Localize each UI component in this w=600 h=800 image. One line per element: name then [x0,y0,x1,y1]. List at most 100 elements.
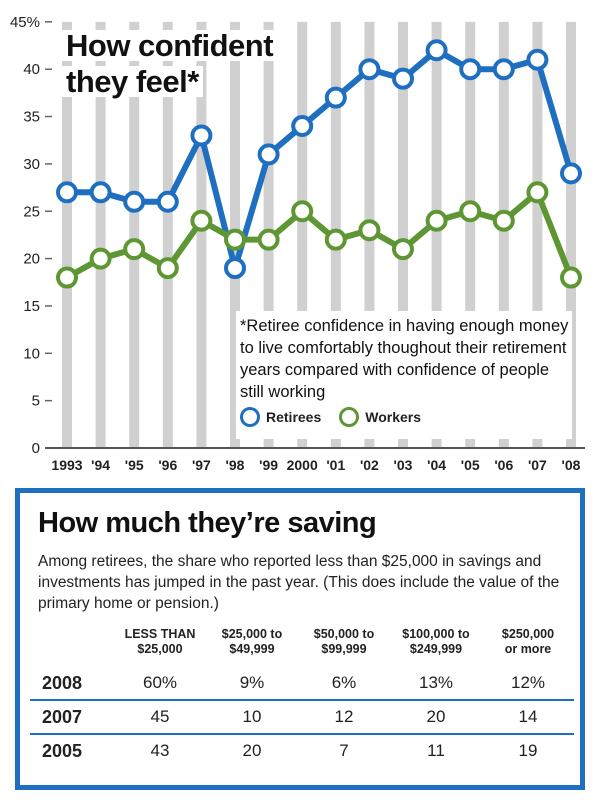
table-cell: 45 [114,699,206,734]
savings-header-cell: $250,000 or more [501,627,555,656]
savings-header-cell: $25,000 to $49,999 [221,627,283,656]
x-tick-labels: 1993 '94 '95 '96 '97 '98 '99 2000 '01 '02 '03 '04 '0… [51,457,580,473]
savings-table: LESS THAN $25,000 $25,000 to $49,999 $50,0… [30,627,574,767]
savings-header-cell: LESS THAN $25,000 [124,627,196,656]
data-point-retirees [156,190,179,213]
chart-title-line-2: they feel* [62,66,203,97]
table-cell: 14 [482,699,574,734]
table-cell: 60% [142,673,178,692]
data-point-retirees [392,67,414,90]
data-point-retirees [425,39,448,62]
series-lines [56,39,582,289]
legend-item-retirees: Retirees [240,407,321,427]
x-tick-label: '96 [158,457,177,473]
y-tick-label: 10 [23,345,40,362]
x-tick-label: 2000 [287,457,318,473]
x-tick-label: '98 [226,457,245,473]
x-tick-label: '01 [326,457,345,473]
table-cell: 19 [482,733,574,767]
y-tick-label: 20 [23,251,40,268]
table-cell: 43 [114,733,206,767]
legend-label-workers: Workers [365,409,422,425]
y-tick-label: 15 [23,298,40,315]
data-point-retirees [492,58,515,81]
chart-note-box: *Retiree confidence in having enough mon… [236,311,572,439]
x-tick-label: '03 [394,457,413,473]
savings-title: How much they’re saving [38,507,377,539]
series-line-retirees [67,47,574,272]
data-point-retirees [358,58,381,81]
y-tick-labels: 0 5 10 15 20 25 30 35 40 45% [10,14,40,457]
y-tick-label: 40 [23,61,40,78]
data-point-workers [459,200,482,223]
data-point-workers [190,209,213,232]
x-tick-label: '04 [427,457,446,473]
data-point-retirees [459,58,482,81]
data-point-workers [123,238,146,261]
data-point-retirees [224,257,246,280]
data-point-retirees [257,143,280,166]
data-point-workers [257,228,280,251]
table-cell: 13% [418,673,454,692]
table-cell: 6% [331,673,357,692]
data-point-workers [358,219,381,242]
chart-title-line-1: How confident [62,30,278,61]
savings-header-cell: $100,000 to $249,999 [402,627,470,656]
table-cell: 12 [298,699,390,734]
data-point-workers [560,266,582,289]
data-point-workers [492,209,515,232]
data-point-retirees [123,190,146,213]
chart-footnote: *Retiree confidence in having enough mon… [240,317,569,401]
savings-panel: How much they’re saving Among retirees, … [15,488,585,790]
x-tick-label: '02 [360,457,379,473]
data-point-workers [526,181,549,204]
data-point-retirees [291,115,314,138]
data-point-workers [89,247,112,270]
x-tick-label: '07 [528,457,547,473]
y-tick-label: 35 [23,109,40,126]
data-point-retirees [89,181,112,204]
table-row: 2007 45 10 12 20 14 [30,699,574,734]
x-tick-label: '08 [562,457,581,473]
data-point-workers [324,228,347,251]
table-row: 2008 60% 9% 6% 13% 12% [30,667,574,700]
y-tick-label: 30 [23,156,40,173]
savings-header-blank [30,627,114,667]
data-point-retirees [190,124,213,147]
table-cell: 20 [206,733,298,767]
data-point-workers [392,238,414,261]
data-point-workers [56,266,78,289]
data-point-retirees [526,48,549,71]
savings-header-cell: $50,000 to $99,999 [313,627,375,656]
x-tick-label: '95 [125,457,144,473]
data-point-workers [425,209,448,232]
legend-marker-retirees [240,407,260,427]
data-point-workers [291,200,314,223]
x-tick-label: '97 [192,457,211,473]
y-tick-label: 25 [23,203,40,220]
row-year: 2007 [30,699,114,734]
row-year: 2008 [42,672,83,693]
table-cell: 9% [239,673,265,692]
x-tick-label: '06 [494,457,513,473]
x-tick-label: '05 [461,457,480,473]
legend-item-workers: Workers [339,407,421,427]
savings-description: Among retirees, the share who reported l… [38,553,560,612]
savings-header-row: LESS THAN $25,000 $25,000 to $49,999 $50,0… [30,627,574,667]
axes [45,21,585,449]
x-tick-label: 1993 [51,457,82,473]
data-point-retirees [56,181,78,204]
table-cell: 11 [390,733,482,767]
legend-marker-workers [339,407,360,427]
chart-legend: Retirees Workers [240,407,572,427]
y-tick-label: 5 [32,393,40,410]
x-tick-label: '99 [259,457,278,473]
y-tick-label: 45% [10,14,40,31]
table-cell: 7 [298,733,390,767]
series-line-workers [65,189,574,281]
row-year: 2005 [30,733,114,767]
x-tick-label: '94 [91,457,110,473]
table-row: 2005 43 20 7 11 19 [30,733,574,767]
data-point-retirees [560,162,582,185]
legend-label-retirees: Retirees [266,409,322,425]
